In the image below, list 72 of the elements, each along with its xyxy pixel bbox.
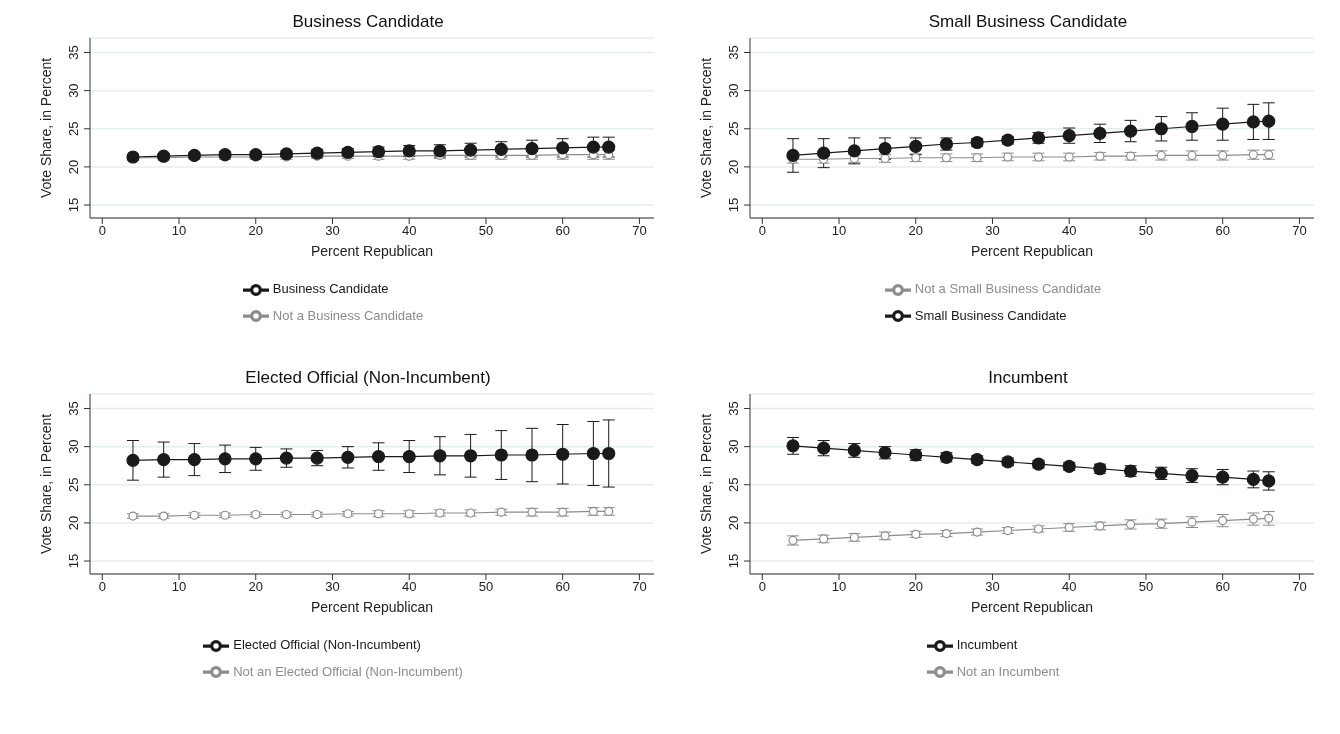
x-tick-label: 50	[478, 223, 494, 239]
x-tick-label: 10	[171, 223, 187, 239]
x-tick-label: 0	[98, 223, 106, 239]
legend-label: Incumbent	[956, 637, 1018, 652]
x-tick-label: 40	[401, 223, 417, 239]
y-tick-label: 25	[66, 121, 81, 136]
legend-label: Not a Business Candidate	[272, 307, 424, 323]
x-axis-title: Percent Republican	[310, 243, 434, 259]
y-axis-title: Vote Share, in Percent	[37, 57, 54, 198]
y-tick-label: 35	[726, 401, 741, 416]
y-tick-label: 35	[66, 45, 81, 60]
x-tick-label: 70	[632, 223, 647, 239]
y-tick-label: 15	[66, 197, 81, 213]
y-tick-label: 25	[66, 477, 81, 492]
x-tick-label: 30	[325, 579, 340, 595]
x-tick-label: 30	[325, 223, 340, 239]
x-axis-title: Percent Republican	[310, 599, 434, 615]
x-tick-label: 60	[555, 223, 570, 239]
x-tick-label: 70	[1292, 223, 1307, 239]
y-tick-label: 25	[726, 121, 741, 136]
y-tick-label: 20	[66, 159, 81, 175]
chart-title: Small Business Candidate	[927, 12, 1129, 33]
x-tick-label: 30	[985, 579, 1000, 595]
y-tick-label: 35	[66, 401, 81, 416]
x-tick-label: 70	[632, 579, 647, 595]
x-tick-label: 30	[985, 223, 1000, 239]
legend-label: Small Business Candidate	[914, 307, 1067, 323]
y-tick-label: 30	[66, 83, 81, 98]
x-axis-title: Percent Republican	[970, 243, 1094, 259]
y-tick-label: 30	[66, 439, 81, 454]
legend-label: Not a Small Business Candidate	[914, 281, 1102, 296]
y-tick-label: 25	[726, 477, 741, 492]
y-axis-title: Vote Share, in Percent	[37, 413, 54, 554]
y-tick-label: 20	[726, 515, 741, 531]
y-tick-label: 20	[726, 159, 741, 175]
y-tick-label: 30	[726, 439, 741, 454]
x-tick-label: 60	[555, 579, 570, 595]
x-tick-label: 70	[1292, 579, 1307, 595]
x-tick-label: 0	[758, 223, 766, 239]
x-tick-label: 10	[831, 579, 847, 595]
x-tick-label: 60	[1215, 579, 1230, 595]
chart-title: Business Candidate	[291, 12, 445, 33]
y-axis-title: Vote Share, in Percent	[697, 413, 714, 554]
y-tick-label: 15	[726, 197, 741, 213]
x-tick-label: 0	[98, 579, 106, 595]
x-tick-label: 0	[758, 579, 766, 595]
legend-label: Elected Official (Non-Incumbent)	[233, 637, 421, 652]
y-tick-label: 30	[726, 83, 741, 98]
x-tick-label: 20	[248, 579, 263, 595]
x-tick-label: 20	[908, 579, 923, 595]
x-axis-title: Percent Republican	[970, 599, 1094, 615]
x-tick-label: 60	[1215, 223, 1230, 239]
y-tick-label: 20	[66, 515, 81, 531]
y-tick-label: 15	[726, 553, 741, 569]
x-tick-label: 40	[401, 579, 417, 595]
x-tick-label: 50	[1138, 223, 1154, 239]
chart-title: Incumbent	[987, 368, 1069, 389]
legend-label: Not an Incumbent	[956, 663, 1060, 679]
y-axis-title: Vote Share, in Percent	[697, 57, 714, 198]
chart-title: Elected Official (Non-Incumbent)	[244, 368, 492, 389]
legend-label: Business Candidate	[272, 281, 389, 296]
x-tick-label: 10	[171, 579, 187, 595]
x-tick-label: 10	[831, 223, 847, 239]
x-tick-label: 20	[908, 223, 923, 239]
x-tick-label: 40	[1061, 579, 1077, 595]
x-tick-label: 50	[1138, 579, 1154, 595]
x-tick-label: 20	[248, 223, 263, 239]
x-tick-label: 50	[478, 579, 494, 595]
legend-label: Not an Elected Official (Non-Incumbent)	[233, 663, 463, 679]
x-tick-label: 40	[1061, 223, 1077, 239]
y-tick-label: 35	[726, 45, 741, 60]
y-tick-label: 15	[66, 553, 81, 569]
